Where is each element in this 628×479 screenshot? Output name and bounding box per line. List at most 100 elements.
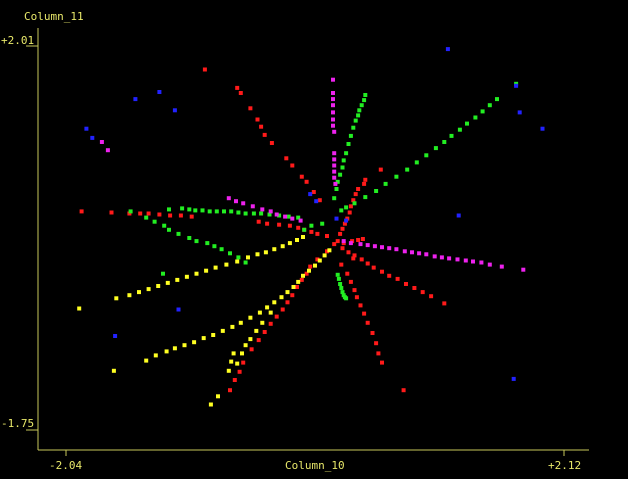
x-tick-label-left: -2.04 (49, 459, 82, 472)
point-yellow-28 (192, 340, 197, 345)
point-red-42 (332, 242, 337, 247)
point-magenta-31 (380, 245, 384, 250)
point-blue-5 (445, 47, 450, 52)
point-green-38 (457, 127, 462, 132)
point-green-7 (194, 239, 199, 244)
point-red-94 (360, 237, 365, 241)
point-red-54 (420, 290, 425, 295)
point-red-3 (248, 106, 253, 111)
point-yellow-41 (296, 279, 301, 284)
point-red-77 (280, 307, 285, 312)
point-magenta-20 (260, 207, 265, 212)
point-red-75 (290, 293, 295, 298)
point-red-55 (429, 294, 434, 299)
point-yellow-25 (164, 349, 169, 354)
point-red-7 (269, 141, 274, 145)
point-red-30 (378, 167, 383, 172)
point-magenta-19 (250, 204, 255, 209)
point-magenta-34 (402, 249, 407, 254)
point-blue-8 (517, 110, 522, 115)
point-red-29 (315, 231, 320, 236)
point-green-43 (414, 160, 419, 165)
point-yellow-59 (268, 310, 273, 315)
x-tick-label-right: +2.12 (548, 459, 581, 472)
point-green-3 (228, 251, 232, 256)
point-red-66 (374, 341, 379, 346)
point-green-25 (243, 211, 248, 216)
point-red-5 (259, 124, 264, 129)
point-magenta-36 (417, 251, 422, 256)
point-green-21 (214, 209, 219, 214)
point-red-24 (277, 222, 282, 227)
point-magenta-9 (332, 157, 337, 162)
point-green-35 (480, 109, 485, 114)
point-red-79 (268, 321, 273, 326)
point-green-66 (334, 187, 339, 191)
point-red-21 (189, 214, 194, 219)
point-green-36 (473, 115, 478, 120)
point-yellow-2 (127, 293, 132, 298)
point-magenta-29 (365, 243, 370, 248)
point-blue-0 (84, 126, 89, 131)
point-red-61 (354, 295, 359, 300)
point-yellow-13 (235, 259, 240, 264)
point-yellow-12 (224, 262, 229, 267)
point-green-34 (487, 103, 492, 108)
point-red-4 (255, 117, 260, 122)
point-magenta-5 (331, 117, 335, 122)
point-red-65 (370, 331, 375, 335)
point-magenta-22 (274, 212, 279, 217)
point-green-49 (352, 201, 357, 206)
point-yellow-19 (287, 241, 292, 246)
point-magenta-40 (447, 256, 452, 261)
point-yellow-58 (260, 320, 265, 325)
point-red-84 (237, 369, 242, 374)
point-yellow-50 (226, 368, 231, 373)
point-yellow-47 (327, 248, 332, 253)
point-blue-4 (172, 108, 177, 113)
point-green-45 (394, 174, 399, 179)
x-axis-label: Column_10 (285, 459, 345, 472)
point-yellow-9 (194, 271, 199, 276)
point-red-76 (285, 300, 290, 305)
point-magenta-13 (333, 181, 338, 186)
point-blue-7 (514, 83, 519, 88)
point-red-20 (178, 213, 183, 218)
point-yellow-15 (255, 252, 260, 257)
point-green-2 (236, 255, 241, 260)
point-yellow-3 (137, 290, 141, 295)
point-magenta-3 (331, 103, 335, 108)
point-green-11 (162, 223, 167, 228)
point-yellow-53 (243, 343, 248, 348)
point-magenta-27 (348, 241, 353, 246)
point-green-44 (405, 167, 410, 172)
point-red-28 (309, 229, 314, 234)
point-green-15 (180, 206, 185, 211)
point-green-17 (167, 207, 171, 212)
point-magenta-15 (99, 140, 104, 144)
point-yellow-24 (153, 353, 158, 358)
point-red-87 (401, 388, 406, 393)
point-yellow-17 (272, 247, 277, 252)
axes (26, 28, 589, 456)
point-red-60 (352, 288, 357, 293)
point-green-26 (251, 211, 256, 216)
point-red-69 (325, 249, 329, 254)
point-magenta-8 (332, 151, 337, 156)
point-magenta-46 (499, 264, 504, 269)
point-red-11 (304, 179, 309, 184)
y-tick-label-bottom: -1.75 (1, 417, 34, 430)
point-green-6 (205, 241, 210, 246)
point-red-8 (284, 156, 289, 161)
point-green-22 (222, 209, 226, 214)
point-yellow-29 (201, 336, 206, 341)
point-red-31 (363, 177, 368, 182)
point-yellow-18 (280, 244, 285, 249)
point-red-56 (442, 301, 447, 306)
point-yellow-52 (208, 402, 213, 407)
point-blue-1 (90, 135, 95, 140)
point-red-85 (232, 378, 237, 382)
point-red-45 (352, 253, 357, 258)
point-yellow-48 (231, 351, 236, 356)
point-blue-6 (456, 213, 461, 218)
